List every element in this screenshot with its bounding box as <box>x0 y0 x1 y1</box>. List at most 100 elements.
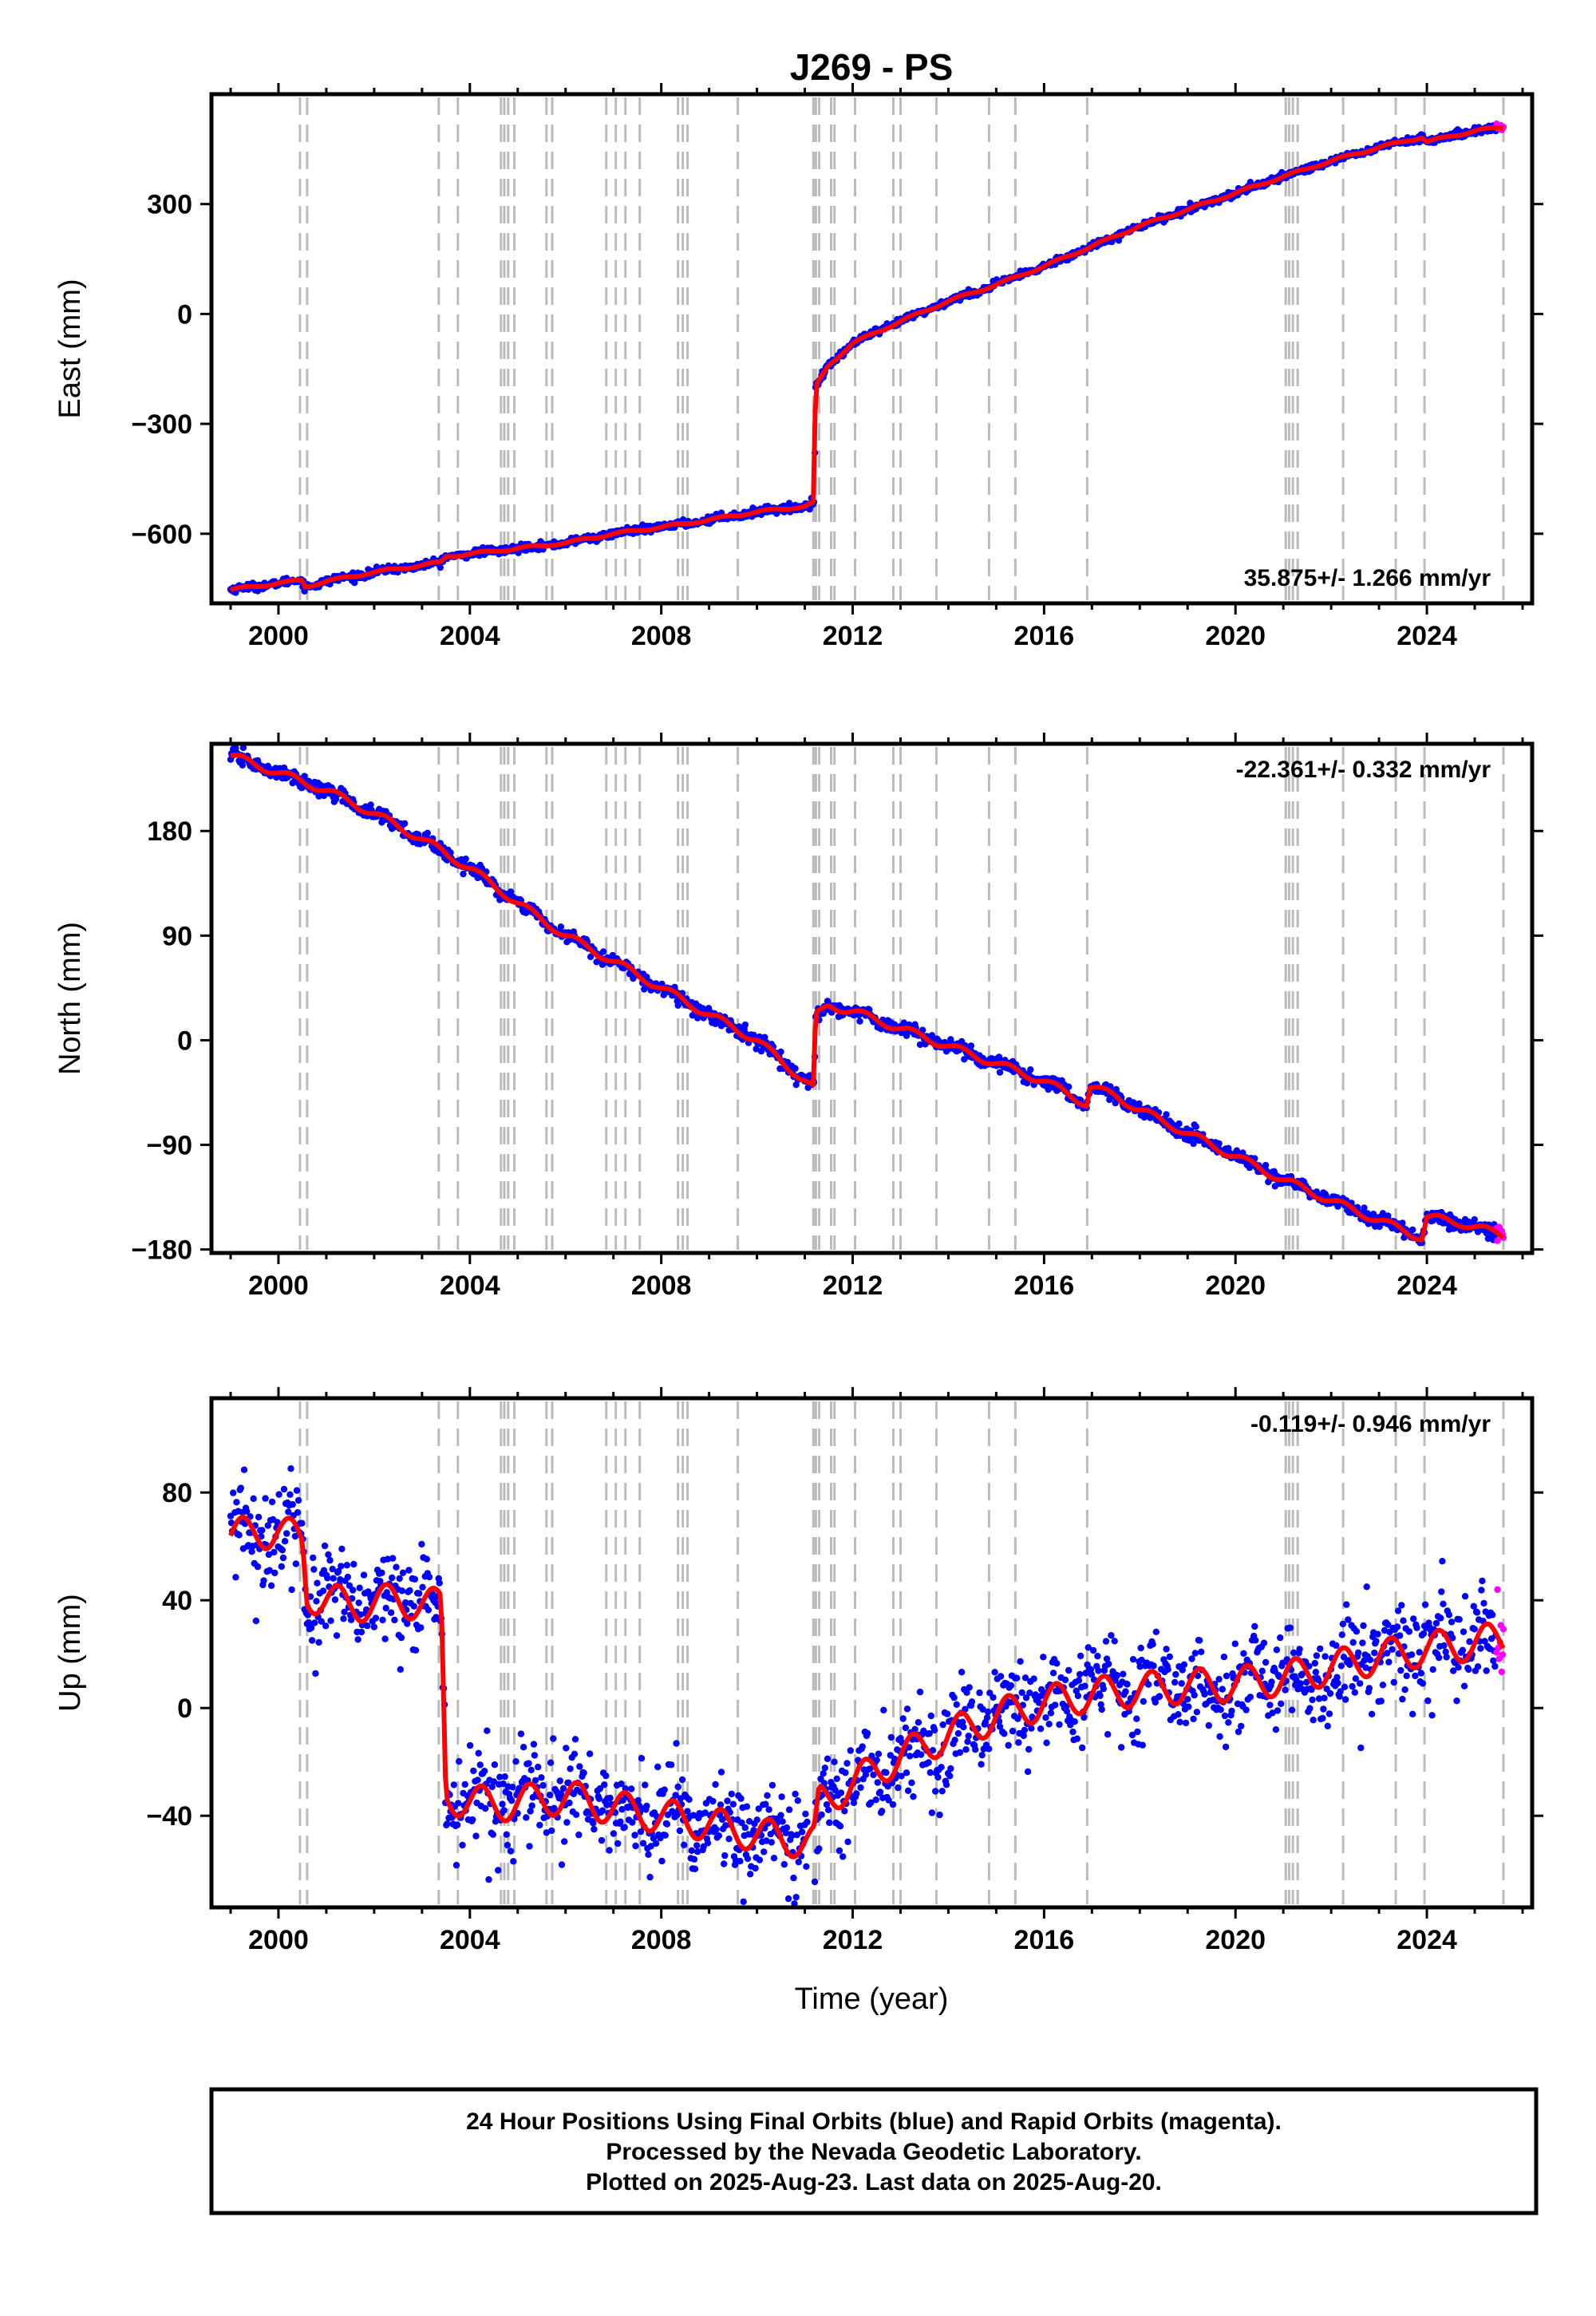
up-final-point <box>713 1826 720 1833</box>
up-final-point <box>1440 1600 1447 1608</box>
up-final-point <box>382 1604 389 1612</box>
up-final-point <box>1345 1616 1352 1623</box>
up-final-point <box>1030 1675 1037 1682</box>
up-final-point <box>572 1811 580 1818</box>
up-final-point <box>1453 1697 1460 1705</box>
up-final-point <box>915 1719 922 1726</box>
up-final-point <box>934 1773 942 1781</box>
up-final-point <box>798 1828 806 1836</box>
up-final-point <box>1129 1656 1137 1663</box>
up-final-point <box>1416 1649 1423 1656</box>
up-final-point <box>760 1848 768 1856</box>
up-final-point <box>903 1769 911 1777</box>
east-y-tick-label: 0 <box>177 299 192 330</box>
up-final-point <box>1118 1744 1125 1751</box>
up-final-point <box>1175 1711 1182 1718</box>
up-final-point <box>1379 1682 1387 1689</box>
up-final-point <box>1437 1614 1444 1622</box>
up-final-point <box>1310 1717 1317 1724</box>
up-final-point <box>903 1705 911 1713</box>
up-final-point <box>704 1840 712 1847</box>
up-final-point <box>566 1799 573 1807</box>
up-final-point <box>1491 1662 1499 1670</box>
up-final-point <box>984 1708 992 1716</box>
footer-line-1: 24 Hour Positions Using Final Orbits (bl… <box>466 2109 1282 2135</box>
up-final-point <box>558 1861 566 1868</box>
up-final-point <box>343 1562 350 1569</box>
up-final-point <box>1258 1667 1266 1674</box>
up-final-point <box>606 1847 613 1854</box>
up-final-point <box>1445 1611 1453 1618</box>
up-final-point <box>1191 1691 1198 1699</box>
up-final-point <box>350 1560 358 1568</box>
up-final-point <box>1334 1679 1341 1687</box>
up-final-point <box>709 1797 717 1805</box>
up-final-point <box>1282 1686 1289 1694</box>
up-final-point <box>899 1715 907 1722</box>
up-final-point <box>417 1624 425 1631</box>
up-final-point <box>1333 1674 1341 1681</box>
up-final-point <box>536 1821 543 1829</box>
up-x-tick-label: 2000 <box>248 1925 309 1955</box>
up-final-point <box>252 1617 260 1625</box>
up-final-point <box>779 1818 786 1825</box>
up-final-point <box>501 1773 508 1780</box>
up-final-point <box>1113 1672 1121 1679</box>
east-y-tick-label: −300 <box>131 409 192 440</box>
north-model-line <box>230 753 1505 1243</box>
east-x-tick-label: 2004 <box>440 621 500 651</box>
up-final-point <box>405 1567 413 1574</box>
east-x-tick-label: 2012 <box>823 621 883 651</box>
up-final-point <box>1417 1670 1425 1677</box>
north-final-point <box>599 948 607 955</box>
up-final-point <box>563 1819 571 1826</box>
up-final-point <box>792 1790 799 1798</box>
up-final-point <box>1140 1697 1148 1705</box>
up-final-point <box>279 1554 287 1562</box>
up-final-point <box>254 1563 262 1571</box>
east-y-tick-label: −600 <box>131 520 192 550</box>
up-final-point <box>1338 1631 1346 1638</box>
north-final-point <box>1163 1111 1170 1118</box>
up-final-point <box>1389 1646 1396 1653</box>
up-final-point <box>1357 1744 1365 1752</box>
up-final-point <box>580 1769 587 1777</box>
up-x-tick-label: 2024 <box>1396 1925 1457 1955</box>
north-x-tick-label: 2004 <box>440 1271 500 1301</box>
up-final-point <box>507 1848 515 1855</box>
up-final-point <box>293 1487 301 1494</box>
up-final-point <box>423 1555 430 1563</box>
north-x-tick-label: 2008 <box>631 1271 692 1301</box>
up-final-point <box>629 1819 636 1826</box>
up-final-point <box>1005 1741 1012 1749</box>
up-final-point <box>519 1744 527 1751</box>
up-final-point <box>1412 1672 1419 1680</box>
up-final-point <box>333 1632 341 1639</box>
up-final-point <box>943 1710 951 1717</box>
up-final-point <box>1262 1658 1270 1666</box>
up-final-point <box>1111 1638 1118 1645</box>
east-panel: 2000 2004 2008 2012 2016 2020 2024−600−3000300… <box>53 83 1543 651</box>
up-final-point <box>617 1818 624 1825</box>
up-final-point <box>725 1836 733 1843</box>
up-final-point <box>327 1617 334 1625</box>
up-final-point <box>927 1712 935 1720</box>
up-final-point <box>765 1806 772 1813</box>
north-final-point <box>424 829 431 837</box>
up-final-point <box>480 1768 488 1775</box>
north-final-point <box>792 1065 799 1073</box>
up-final-point <box>591 1825 598 1833</box>
up-final-point <box>294 1509 302 1516</box>
up-final-point <box>1073 1735 1081 1742</box>
up-final-point <box>500 1807 508 1814</box>
up-final-point <box>1374 1630 1381 1638</box>
up-final-point <box>976 1689 983 1697</box>
up-final-point <box>902 1724 910 1732</box>
up-final-point <box>1403 1672 1410 1680</box>
up-final-point <box>1145 1681 1152 1688</box>
up-final-point <box>1037 1725 1045 1733</box>
up-final-point <box>419 1583 426 1591</box>
up-final-point <box>418 1540 425 1548</box>
up-final-point <box>576 1763 583 1770</box>
